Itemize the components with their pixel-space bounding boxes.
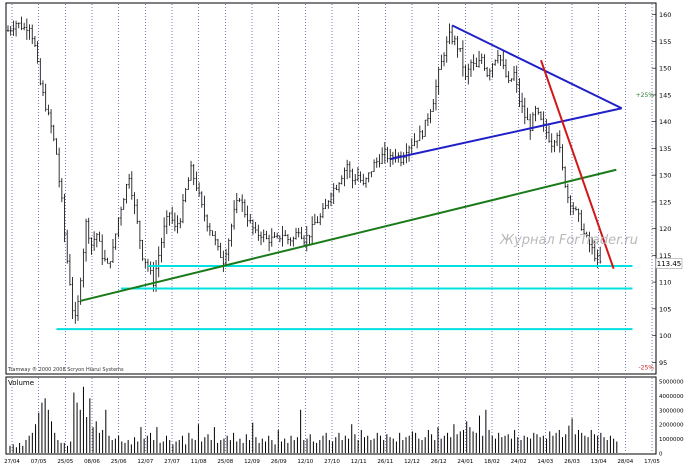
volume-bars <box>9 386 618 453</box>
price-tick-label: 145 <box>659 91 671 99</box>
date-tick-label: 25/05 <box>57 459 73 465</box>
steep-fall-trendline <box>540 59 615 270</box>
volume-tick-label: 30000000 <box>659 408 684 414</box>
volume-panel-frame <box>5 376 657 455</box>
date-tick-label: 25/08 <box>217 459 233 465</box>
volume-tick-label: 20000000 <box>659 423 684 429</box>
price-axis: 160 155 150 145 140 135 130 125 120 115 110 105 100 9… <box>652 11 671 367</box>
date-tick-label: 18/02 <box>484 459 500 465</box>
date-tick-label: 12/07 <box>137 459 153 465</box>
ascending-support-trendline <box>80 168 617 302</box>
date-tick-label: 13/04 <box>591 459 607 465</box>
percent-marker-label: +25% <box>636 92 655 99</box>
trendlines <box>80 24 623 302</box>
price-tick-label: 115 <box>659 252 671 260</box>
date-tick-label: 12/10 <box>297 459 313 465</box>
price-tick-label: 150 <box>659 65 671 73</box>
date-tick-label: 26/03 <box>564 459 580 465</box>
last-price-badge: 113.45 <box>655 258 683 269</box>
last-price-label: 113.45 <box>657 260 682 268</box>
price-tick-label: 160 <box>659 11 671 19</box>
date-tick-label: 11/08 <box>191 459 207 465</box>
date-tick-label: 14/03 <box>537 459 553 465</box>
date-tick-label: 17/05 <box>644 459 660 465</box>
price-tick-label: 100 <box>659 332 671 340</box>
support-levels <box>56 265 633 331</box>
date-tick-label: 26/09 <box>271 459 287 465</box>
date-tick-label: 24/01 <box>457 459 473 465</box>
price-tick-label: 140 <box>659 118 671 126</box>
volume-title: Volume <box>8 379 34 387</box>
date-tick-label: 12/09 <box>244 459 260 465</box>
volume-tick-label: 50000000 <box>659 380 684 386</box>
vertical-gridlines <box>11 4 653 453</box>
price-bars <box>6 16 602 324</box>
price-tick-label: 125 <box>659 198 671 206</box>
volume-axis: 50000000 40000000 30000000 20000000 10000000… <box>659 380 684 458</box>
price-tick-label: 135 <box>659 145 671 153</box>
price-tick-label: 130 <box>659 172 671 180</box>
triangle-lower-trendline <box>390 107 622 161</box>
price-tick-label: 105 <box>659 305 671 313</box>
watermark: Журнал ForTrader.ru <box>499 233 638 248</box>
percent-marker-label: -25% <box>638 365 654 372</box>
price-tick-label: 120 <box>659 225 671 233</box>
price-tick-label: 95 <box>659 359 667 367</box>
price-tick-label: 110 <box>659 279 671 287</box>
date-tick-label: 12/12 <box>404 459 420 465</box>
date-tick-label: 26/12 <box>431 459 447 465</box>
date-tick-label: 24/02 <box>511 459 527 465</box>
date-tick-label: 08/06 <box>84 459 100 465</box>
copyright-text: Tramway ® 2000 2008 Scryon Hiarui System… <box>7 366 124 373</box>
volume-tick-label: 0 <box>659 452 663 458</box>
price-panel-frame <box>5 2 657 375</box>
date-tick-label: 27/04 <box>4 459 20 465</box>
date-tick-label: 12/11 <box>351 459 367 465</box>
triangle-upper-trendline <box>451 24 623 110</box>
date-tick-label: 27/07 <box>164 459 180 465</box>
date-tick-label: 27/10 <box>324 459 340 465</box>
date-tick-label: 28/04 <box>617 459 633 465</box>
percent-markers: +25% -25% <box>636 92 655 372</box>
volume-tick-label: 40000000 <box>659 394 684 400</box>
date-tick-label: 07/05 <box>31 459 47 465</box>
price-tick-label: 155 <box>659 38 671 46</box>
date-axis: 27/04 07/05 25/05 08/06 25/06 12/07 27/07 11/08… <box>4 459 660 465</box>
date-tick-label: 25/06 <box>111 459 127 465</box>
date-tick-label: 26/11 <box>377 459 393 465</box>
